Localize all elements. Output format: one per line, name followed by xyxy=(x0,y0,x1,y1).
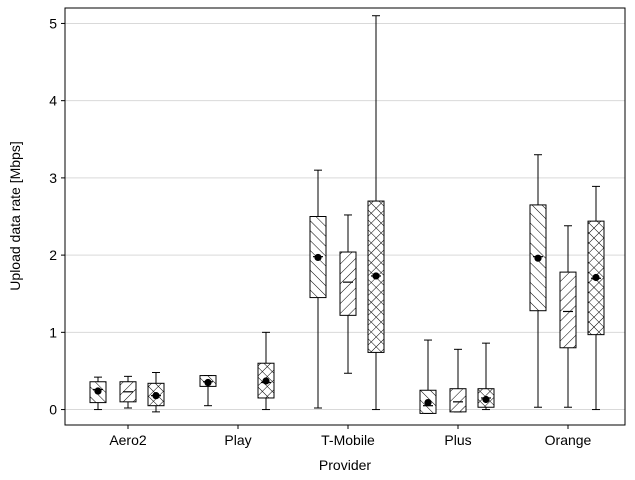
box-orange-1 xyxy=(559,225,577,408)
mean-marker xyxy=(372,272,380,280)
x-axis-ticks: Aero2 Play T-Mobile Plus Orange xyxy=(109,425,592,448)
box-plus-2 xyxy=(477,342,495,411)
box-orange-0 xyxy=(529,154,547,408)
mean-marker xyxy=(534,254,542,262)
y-tick-label: 1 xyxy=(49,324,57,340)
box-iqr xyxy=(449,388,467,413)
y-tick-label: 5 xyxy=(49,15,57,31)
box-t-mobile-1 xyxy=(339,214,357,374)
box-iqr xyxy=(339,251,357,316)
box-plus-1 xyxy=(449,348,467,413)
boxes xyxy=(89,15,605,414)
y-tick-label: 3 xyxy=(49,170,57,186)
x-tick-label: T-Mobile xyxy=(321,432,375,448)
mean-marker xyxy=(152,392,160,400)
y-tick-label: 4 xyxy=(49,93,57,109)
box-aero2-1 xyxy=(119,375,137,409)
y-tick-label: 0 xyxy=(49,402,57,418)
mean-marker xyxy=(482,395,490,404)
mean-marker xyxy=(204,378,212,387)
box-play-0 xyxy=(199,375,217,407)
box-aero2-2 xyxy=(147,371,165,413)
box-play-2 xyxy=(257,331,275,411)
mean-marker xyxy=(592,273,600,282)
box-plus-0 xyxy=(419,339,437,414)
mean-marker xyxy=(314,253,322,262)
y-tick-label: 2 xyxy=(49,247,57,263)
y-axis-ticks: 0 1 2 3 4 5 xyxy=(49,15,65,418)
box-t-mobile-0 xyxy=(309,169,327,409)
mean-marker xyxy=(262,377,270,385)
x-tick-label: Plus xyxy=(444,432,471,448)
x-tick-label: Aero2 xyxy=(109,432,147,448)
x-axis-label: Provider xyxy=(319,457,371,473)
x-tick-label: Play xyxy=(224,432,251,448)
box-orange-2 xyxy=(587,185,605,411)
box-t-mobile-2 xyxy=(367,15,385,411)
box-aero2-0 xyxy=(89,376,107,411)
y-axis-label: Upload data rate [Mbps] xyxy=(7,141,23,290)
x-tick-label: Orange xyxy=(545,432,592,448)
box-iqr xyxy=(559,271,577,349)
mean-marker xyxy=(424,399,432,407)
plot-frame xyxy=(64,7,626,426)
mean-marker xyxy=(94,387,102,395)
